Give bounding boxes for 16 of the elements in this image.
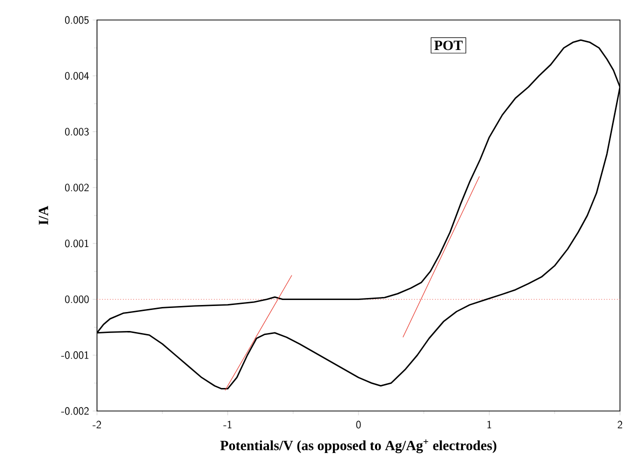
annotation: POT (434, 40, 463, 50)
y-tick-label: 0.004 (65, 72, 89, 80)
y-axis-title: I/A (38, 206, 48, 225)
y-tick-label: 0.003 (65, 128, 89, 136)
x-tick-label: 0 (356, 420, 361, 428)
x-tick-label: -2 (92, 420, 101, 428)
y-tick-label: -0.002 (61, 407, 89, 415)
y-tick-label: 0.001 (65, 240, 88, 248)
x-tick-label: 2 (618, 420, 622, 428)
y-tick-label: 0.000 (65, 295, 89, 304)
x-tick-label: -1 (223, 420, 232, 428)
x-axis-title: Potentials/V (as opposed to Ag/Ag$^{+}$ electrodes) (220, 439, 496, 454)
y-tick-label: -0.001 (61, 351, 88, 359)
y-tick-label: 0.005 (65, 16, 89, 24)
x-tick-label: 1 (488, 420, 492, 428)
y-tick-label: 0.002 (65, 184, 89, 192)
